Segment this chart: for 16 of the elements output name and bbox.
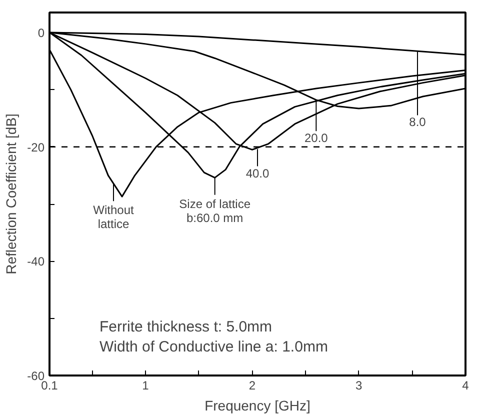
x-tick-label: 3 xyxy=(355,378,362,392)
y-tick-label: -40 xyxy=(27,254,45,269)
annotation: Without lattice xyxy=(93,203,135,232)
annotation: 40.0 xyxy=(246,166,270,180)
annotation: 20.0 xyxy=(304,131,328,146)
y-axis-title: Reflection Coefficient [dB] xyxy=(3,114,20,274)
x-tick-label: 1 xyxy=(142,378,150,392)
x-tick-label: 4 xyxy=(462,378,470,392)
x-tick-label: 0.1 xyxy=(41,378,58,392)
y-tick-label: -20 xyxy=(27,140,45,154)
annotation: 8.0 xyxy=(409,115,426,130)
y-tick-label: 0 xyxy=(38,26,45,40)
x-tick-label: 2 xyxy=(248,378,256,392)
annotation: Ferrite thickness t: 5.0mm Width of Conductive line a: 1.0mm xyxy=(100,318,328,356)
annotation: Size of lattice b:60.0 mm xyxy=(179,196,251,225)
x-axis-title: Frequency [GHz] xyxy=(204,398,310,414)
